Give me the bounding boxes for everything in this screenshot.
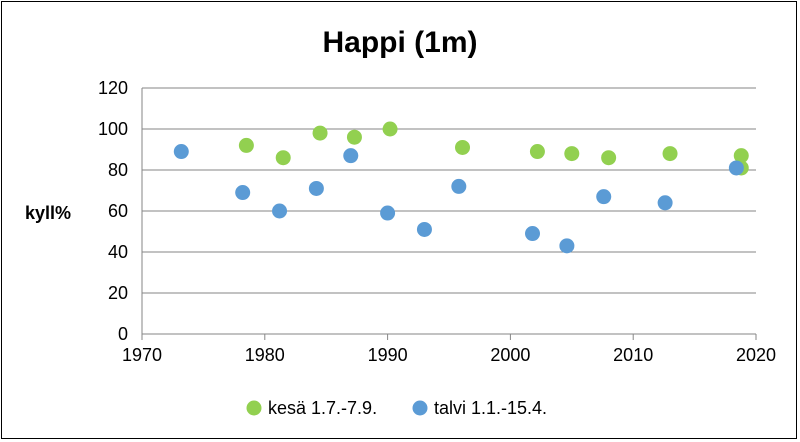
x-tick-label: 2000 [490, 345, 530, 365]
point-kesa [238, 137, 254, 153]
axes [141, 88, 757, 340]
tick-labels: 0 20 40 60 80 100 120 1970 1980 1990 2000 2010 2020 [98, 78, 776, 365]
y-tick-label: 100 [98, 119, 128, 139]
legend-marker-kesa [246, 400, 262, 416]
point-talvi [525, 226, 541, 242]
data-points [173, 121, 749, 254]
point-talvi [173, 144, 189, 160]
x-tick-label: 1970 [122, 345, 162, 365]
y-axis-label: kyll% [25, 203, 71, 223]
chart-title: Happi (1m) [322, 26, 477, 59]
gridlines [142, 87, 756, 294]
point-kesa [346, 129, 362, 145]
legend-label-kesa: kesä 1.7.-7.9. [268, 398, 377, 418]
y-tick-label: 80 [108, 160, 128, 180]
y-tick-label: 40 [108, 242, 128, 262]
point-talvi [235, 185, 251, 201]
point-talvi [380, 205, 396, 221]
point-talvi [559, 238, 575, 254]
y-tick-label: 120 [98, 78, 128, 98]
x-tick-label: 2020 [736, 345, 776, 365]
point-kesa [382, 121, 398, 137]
x-tick-label: 1990 [368, 345, 408, 365]
point-kesa [275, 150, 291, 166]
x-tick-label: 1980 [245, 345, 285, 365]
point-talvi [451, 178, 467, 194]
point-kesa [529, 144, 545, 160]
point-kesa [564, 146, 580, 162]
point-kesa [455, 139, 471, 155]
point-talvi [728, 160, 744, 176]
legend-label-talvi: talvi 1.1.-15.4. [434, 398, 547, 418]
y-tick-label: 20 [108, 283, 128, 303]
point-talvi [596, 189, 612, 205]
point-kesa [601, 150, 617, 166]
point-talvi [657, 195, 673, 211]
y-tick-label: 0 [118, 324, 128, 344]
point-talvi [308, 180, 324, 196]
legend-marker-talvi [412, 400, 428, 416]
point-kesa [733, 148, 749, 164]
y-tick-label: 60 [108, 201, 128, 221]
x-tick-label: 2010 [613, 345, 653, 365]
point-talvi [272, 203, 288, 219]
legend: kesä 1.7.-7.9. talvi 1.1.-15.4. [246, 398, 547, 418]
point-talvi [343, 148, 359, 164]
point-kesa [662, 146, 678, 162]
point-kesa [312, 125, 328, 141]
point-talvi [416, 221, 432, 237]
